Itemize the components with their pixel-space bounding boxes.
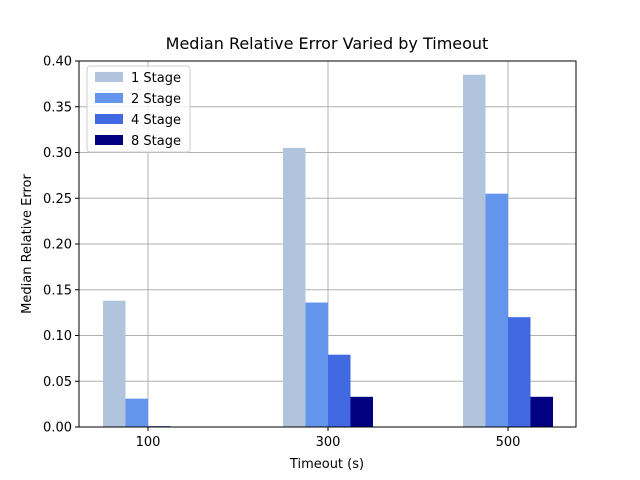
y-tick-label: 0.10 — [43, 329, 72, 344]
x-tick-label: 500 — [496, 435, 521, 450]
legend: 1 Stage 2 Stage 4 Stage 8 Stage — [86, 65, 191, 153]
legend-label-2: 2 Stage — [131, 92, 181, 107]
x-axis-title: Timeout (s) — [289, 457, 364, 472]
legend-label-1: 1 Stage — [131, 71, 181, 86]
y-axis-title: Median Relative Error — [20, 174, 35, 314]
y-tick-label: 0.15 — [43, 283, 72, 298]
bar-1-stage-100 — [103, 300, 126, 427]
bar-8-stage-300 — [350, 396, 373, 427]
y-tick-label: 0.20 — [43, 238, 72, 253]
y-tick-label: 0.30 — [43, 146, 72, 161]
bar-8-stage-500 — [530, 396, 553, 427]
legend-label-4: 8 Stage — [131, 134, 181, 149]
legend-swatch-1 — [95, 72, 123, 82]
y-tick-label: 0.35 — [43, 100, 72, 115]
x-tick-label: 300 — [316, 435, 341, 450]
bars — [103, 74, 553, 428]
bar-1-stage-300 — [283, 147, 306, 428]
legend-box — [86, 65, 191, 153]
legend-swatch-2 — [95, 93, 123, 103]
y-tick-label: 0.00 — [43, 421, 72, 436]
bar-1-stage-500 — [463, 74, 486, 427]
bar-2-stage-100 — [125, 398, 148, 427]
x-tick-label: 100 — [136, 435, 161, 450]
chart-title: Median Relative Error Varied by Timeout — [166, 34, 489, 53]
bar-2-stage-300 — [305, 302, 328, 427]
bar-4-stage-300 — [328, 354, 351, 427]
y-tick-label: 0.40 — [43, 55, 72, 70]
bar-4-stage-500 — [508, 317, 531, 427]
legend-swatch-3 — [95, 114, 123, 124]
axes: 0.00 0.05 0.10 0.15 0.20 0.25 0.30 0.35 0.40 100 3… — [43, 55, 520, 451]
y-tick-label: 0.05 — [43, 375, 72, 390]
y-tick-label: 0.25 — [43, 192, 72, 207]
legend-label-3: 4 Stage — [131, 113, 181, 128]
legend-swatch-4 — [95, 135, 123, 145]
bar-2-stage-500 — [485, 193, 508, 427]
